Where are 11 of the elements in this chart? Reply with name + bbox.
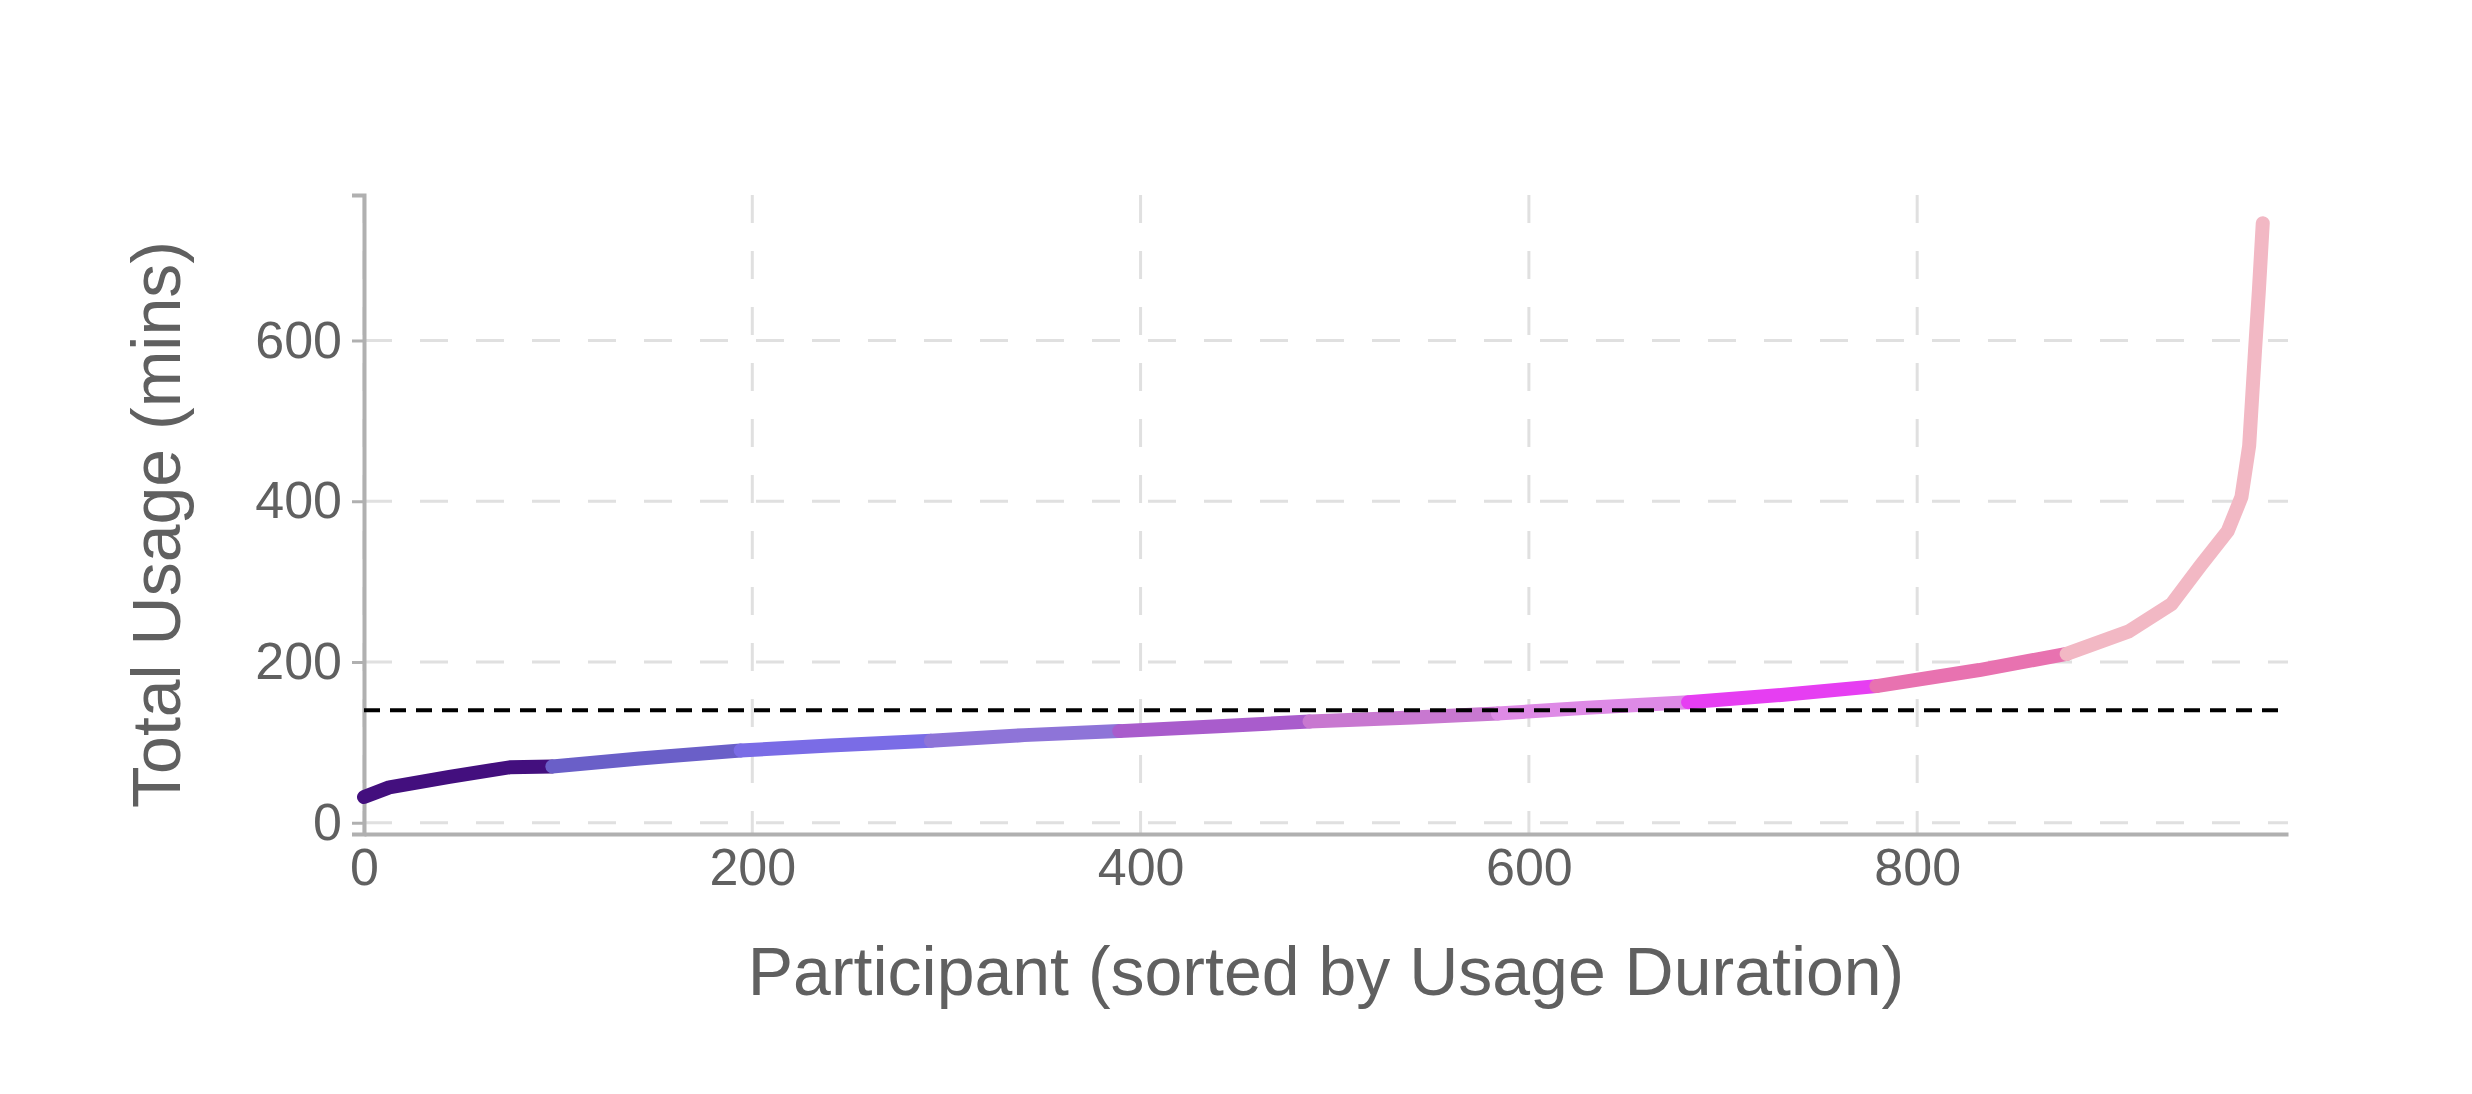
- x-tick-label: 600: [1486, 837, 1573, 896]
- x-tick-label: 200: [709, 837, 797, 896]
- y-tick-label: 600: [255, 310, 342, 369]
- y-tick-label: 400: [255, 471, 342, 530]
- x-tick-label: 0: [350, 837, 379, 896]
- y-axis-title: Total Usage (mins): [118, 241, 194, 808]
- x-axis-title: Participant (sorted by Usage Duration): [747, 933, 1905, 1009]
- x-tick-label: 400: [1097, 837, 1185, 896]
- y-tick-label: 200: [255, 632, 342, 691]
- x-tick-label: 800: [1874, 837, 1962, 896]
- y-tick-label: 0: [313, 792, 342, 851]
